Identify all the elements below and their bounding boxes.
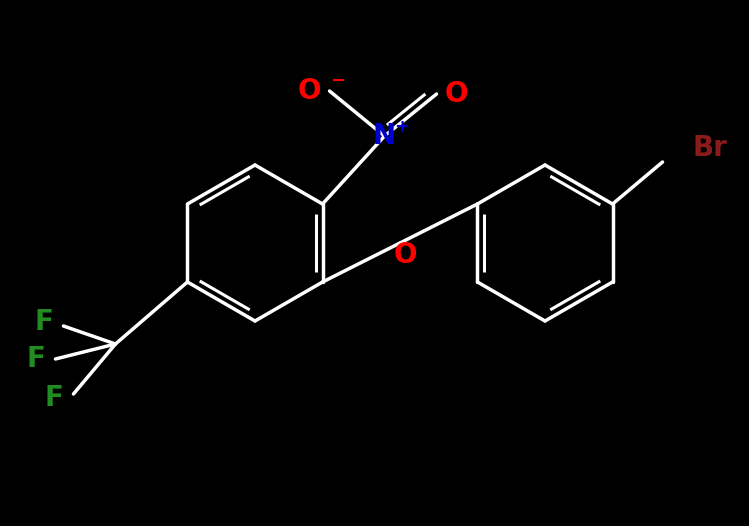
Text: O: O: [298, 77, 321, 105]
Text: N: N: [373, 122, 396, 150]
Text: F: F: [34, 308, 53, 336]
Text: +: +: [394, 118, 409, 136]
Text: F: F: [45, 384, 64, 412]
Text: F: F: [26, 345, 46, 373]
Text: Br: Br: [693, 134, 727, 162]
Text: O: O: [445, 80, 468, 108]
Text: O: O: [393, 241, 416, 269]
Text: −: −: [330, 72, 345, 90]
